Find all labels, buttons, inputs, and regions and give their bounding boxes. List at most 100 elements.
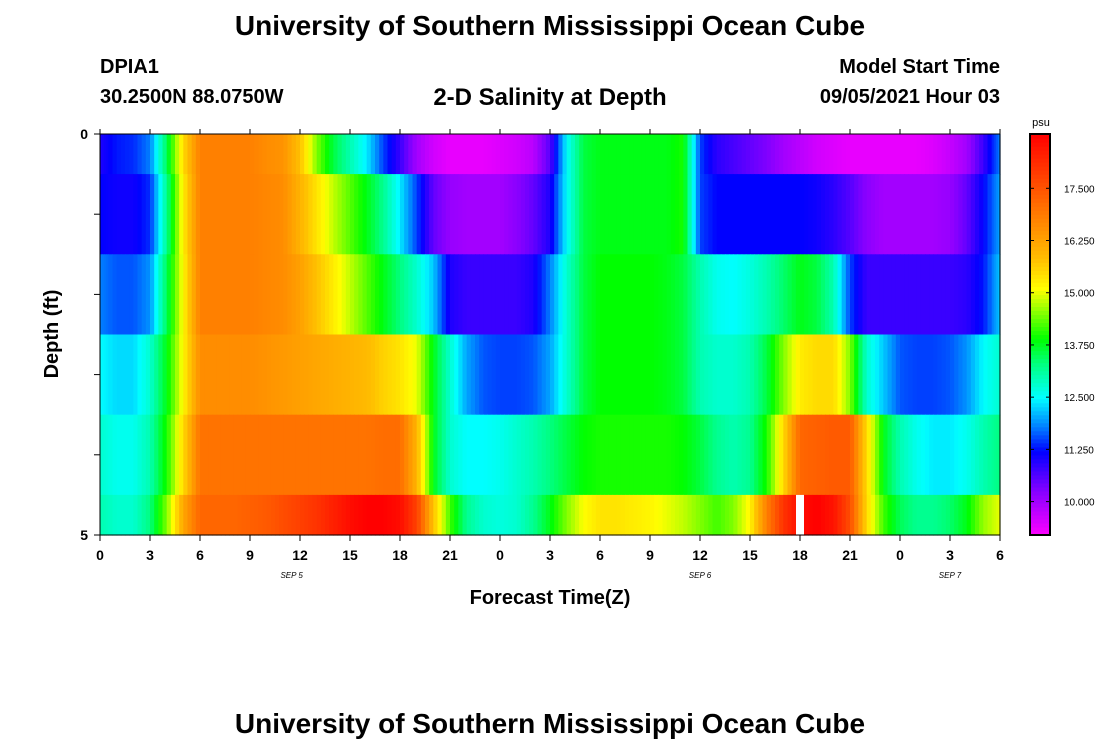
heatmap-cell [216,334,222,416]
heatmap-cell [341,174,347,255]
heatmap-cell [183,494,189,536]
heatmap-cell [141,494,147,536]
heatmap-cell [587,414,593,496]
heatmap-cell [333,174,339,255]
heatmap-cell [745,254,751,336]
heatmap-cell [695,254,701,336]
colorbar-segment [1030,298,1050,304]
heatmap-cell [366,174,372,255]
colorbar-segment [1030,446,1050,452]
heatmap-cell [812,254,818,336]
heatmap-cell [195,334,201,416]
heatmap-cell [137,414,143,496]
heatmap-cell [875,334,880,416]
axes: 0 3 6 9 12 15 18 21 0 3 6 9 12 15 18 21 0 3 6 SEP 5 SEP 6 SEP… [80,126,1004,580]
heatmap-cell [770,134,776,175]
heatmap-cell [825,414,830,496]
heatmap-cell [200,494,205,536]
heatmap-cell [466,134,472,175]
heatmap-cell [775,174,780,255]
heatmap-cell [862,494,868,536]
heatmap-cell [575,494,580,536]
heatmap-cell [733,494,739,536]
colorbar-segment [1030,310,1050,316]
heatmap-cell [395,134,401,175]
heatmap-cell [708,334,714,416]
heatmap-cell [845,414,851,496]
heatmap-cell [891,134,897,175]
colorbar-segment [1030,314,1050,320]
heatmap-cell [625,134,630,175]
heatmap-cell [687,494,693,536]
heatmap-cell [345,174,351,255]
heatmap-cell [429,414,434,496]
heatmap-cell [729,134,734,175]
heatmap-cell [500,334,505,416]
colorbar-segment [1030,454,1050,460]
heatmap-cell [541,254,547,336]
heatmap-cell [975,494,980,536]
heatmap-cell [916,334,922,416]
heatmap-cell [979,134,984,175]
heatmap-cell [366,134,372,175]
heatmap-cell [945,334,951,416]
heatmap-cell [166,494,172,536]
heatmap-cell [483,494,489,536]
heatmap-cell [162,414,168,496]
heatmap-cell [225,334,230,416]
heatmap-cell [779,414,784,496]
heatmap-cell [175,174,180,255]
heatmap-cell [195,414,201,496]
heatmap-cell [841,254,847,336]
heatmap-cell [679,414,684,496]
colorbar-unit-label: psu [1032,117,1050,129]
heatmap-cell [525,494,530,536]
colorbar-segment [1030,394,1050,400]
heatmap-cell [458,414,464,496]
heatmap-cell [916,174,922,255]
colorbar-segment [1030,426,1050,432]
heatmap-cell [175,254,180,336]
colorbar-segment [1030,498,1050,504]
heatmap-cell [212,494,218,536]
heatmap-cell [704,334,709,416]
colorbar-segment [1030,482,1050,488]
heatmap-cell [379,414,384,496]
heatmap-cell [887,134,893,175]
heatmap-cell [362,334,368,416]
heatmap-cell [854,134,859,175]
heatmap-cell [354,254,359,336]
heatmap-cell [450,254,455,336]
heatmap-cell [866,414,872,496]
heatmap-cell [950,494,955,536]
heatmap-cell [187,414,193,496]
heatmap-cell [691,134,697,175]
heatmap-cell [520,494,526,536]
heatmap-cell [704,174,709,255]
heatmap-cell [879,414,884,496]
heatmap-cell [916,494,922,536]
colorbar-segment [1030,386,1050,392]
heatmap-cell [587,334,593,416]
heatmap-cell [537,254,543,336]
heatmap-cell [545,494,551,536]
heatmap-cell [195,494,201,536]
heatmap-cell [529,414,534,496]
heatmap-cell [166,334,172,416]
heatmap-cell [337,254,343,336]
colorbar-segment [1030,362,1050,368]
heatmap-cell [445,334,451,416]
heatmap-cell [337,334,343,416]
colorbar-segment [1030,418,1050,424]
heatmap-cell [483,134,489,175]
heatmap-cell [375,334,380,416]
heatmap-cell [266,134,272,175]
heatmap-cell [129,174,134,255]
heatmap-cell [595,254,601,336]
heatmap-cell [379,334,384,416]
heatmap-cell [554,334,559,416]
heatmap-cell [870,414,876,496]
heatmap-cell [412,254,418,336]
heatmap-cell [704,254,709,336]
